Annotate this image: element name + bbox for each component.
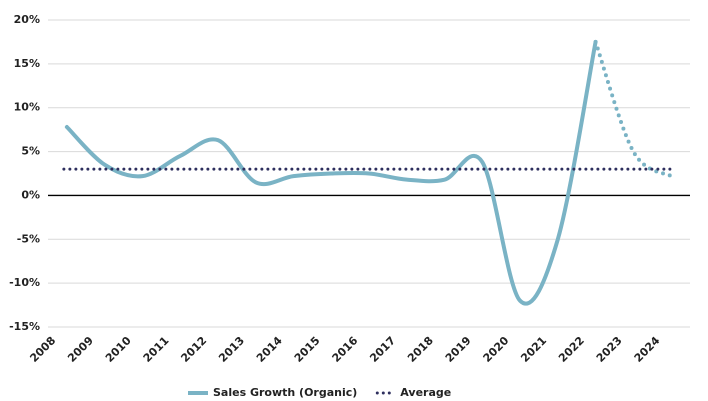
x-tick-label: 2014 (254, 334, 285, 365)
x-tick-label: 2017 (367, 334, 398, 365)
y-tick-label: 5% (21, 145, 40, 158)
x-tick-label: 2011 (141, 334, 172, 365)
x-tick-label: 2021 (518, 334, 549, 365)
x-tick-label: 2020 (481, 334, 512, 365)
y-tick-label: 10% (14, 101, 40, 114)
legend-label: Average (400, 386, 451, 399)
series-line (593, 39, 674, 179)
x-tick-label: 2019 (443, 334, 474, 365)
y-tick-label: -5% (17, 232, 40, 245)
x-tick-label: 2022 (556, 334, 587, 365)
legend-label: Sales Growth (Organic) (213, 386, 357, 399)
x-tick-label: 2012 (178, 334, 209, 365)
y-tick-label: 15% (14, 57, 40, 70)
y-tick-label: -15% (9, 320, 40, 333)
x-tick-label: 2023 (594, 334, 625, 365)
x-tick-label: 2016 (330, 334, 361, 365)
series-line (64, 39, 598, 306)
x-tick-label: 2010 (103, 334, 134, 365)
y-tick-label: 20% (14, 13, 40, 26)
x-tick-label: 2009 (65, 334, 96, 365)
y-tick-label: -10% (9, 276, 40, 289)
x-tick-label: 2015 (292, 334, 323, 365)
x-tick-label: 2024 (632, 334, 663, 365)
x-tick-label: 2008 (27, 334, 58, 365)
y-tick-label: 0% (21, 188, 40, 201)
x-tick-label: 2013 (216, 334, 247, 365)
x-tick-label: 2018 (405, 334, 436, 365)
